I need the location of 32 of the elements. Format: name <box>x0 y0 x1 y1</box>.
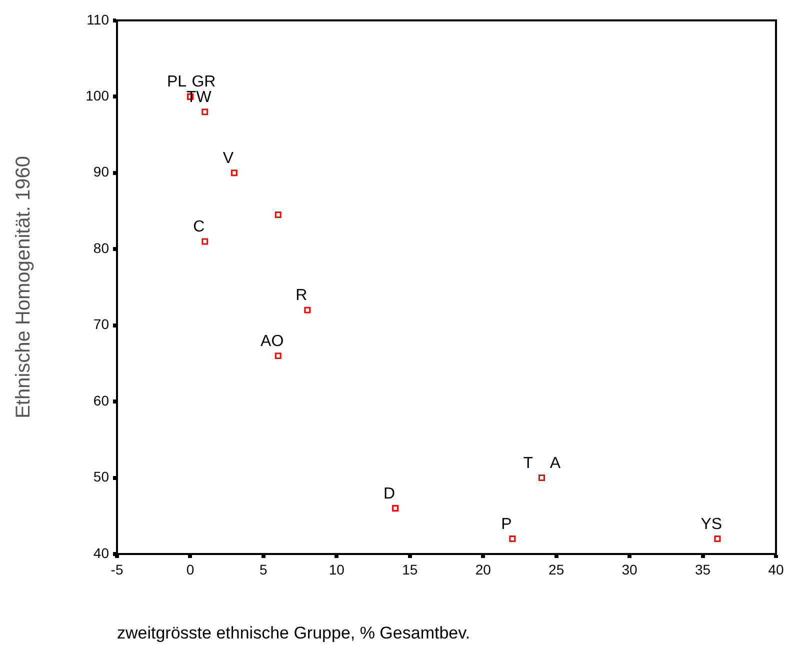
annotation: PL <box>166 74 187 91</box>
annotation: V <box>222 150 234 167</box>
y-tick-label: 70 <box>93 316 110 332</box>
x-axis-title: zweitgrösste ethnische Gruppe, % Gesamtbev. <box>117 623 470 642</box>
y-tick-label: 60 <box>93 392 110 408</box>
x-tick-label: 25 <box>548 561 564 578</box>
annotation: D <box>383 485 396 502</box>
x-tick-label: -5 <box>110 561 124 578</box>
x-tick-label: 35 <box>694 561 711 578</box>
annotation: C <box>193 218 205 236</box>
x-tick-label: 5 <box>260 561 268 578</box>
y-tick-label: 40 <box>93 544 110 561</box>
y-tick-label: 100 <box>86 87 110 104</box>
x-tick-label: 40 <box>768 561 784 578</box>
x-tick-label: 20 <box>475 561 492 578</box>
x-tick-label: 0 <box>186 561 194 578</box>
y-tick-label: 90 <box>93 164 110 180</box>
annotation: GR <box>192 74 216 91</box>
y-tick-label: 110 <box>86 11 110 28</box>
y-tick-label: 80 <box>93 240 110 256</box>
x-tick-label: 10 <box>328 561 345 578</box>
annotation: A <box>550 454 561 472</box>
y-axis-title: Ethnische Homogenität. 1960 <box>12 156 35 418</box>
annotation: TW <box>186 88 212 106</box>
annotation: YS <box>700 516 722 533</box>
x-tick-label: 30 <box>622 561 638 578</box>
annotation: R <box>296 287 308 304</box>
x-tick-label: 15 <box>402 561 418 578</box>
annotation: AO <box>260 332 284 350</box>
annotation: T <box>523 454 534 472</box>
annotation: P <box>501 516 512 533</box>
y-tick-label: 50 <box>93 468 110 485</box>
